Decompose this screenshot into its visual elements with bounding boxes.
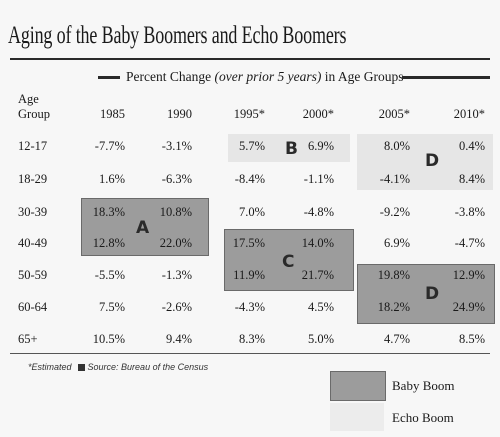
row-label: 12-17 [18,139,48,153]
table-cell: -3.1% [161,139,192,153]
chart-title: Aging of the Baby Boomers and Echo Boome… [8,22,347,49]
boom-box-a [81,198,209,256]
year-header: 1990 [167,107,192,121]
subtitle-tail: in Age Groups [321,69,404,84]
year-header: 2000* [302,107,334,121]
subtitle-italic: (over prior 5 years) [214,69,322,84]
table-cell: -9.2% [379,205,410,219]
table-cell: -4.1% [379,172,410,186]
table-cell: 7.0% [238,205,265,219]
table-cell: 5.0% [307,332,334,346]
table-cell: 6.9% [383,236,410,250]
table-cell: 19.8% [377,268,410,282]
boom-box-d [357,264,495,324]
bottom-rule [10,353,490,354]
boom-box-c [224,229,354,291]
table-cell: 6.9% [307,139,334,153]
table-cell: 10.5% [92,332,125,346]
year-header: 1985 [100,107,125,121]
legend-label-baby-boom: Baby Boom [392,378,455,393]
row-label: 40-49 [18,236,48,250]
subtitle-main: Percent Change [126,69,215,84]
row-label: 65+ [18,332,38,346]
age-header-2: Group [18,107,50,121]
table-cell: 10.8% [159,205,192,219]
table-cell: 4.5% [307,300,334,314]
footnote-estimated: *Estimated [28,362,72,372]
table-cell: -2.6% [161,300,192,314]
table-cell: -4.8% [303,205,334,219]
table-cell: 8.4% [458,172,485,186]
table-cell: -6.3% [161,172,192,186]
subtitle-row: Percent Change (over prior 5 years) in A… [10,69,490,85]
table-cell: 8.0% [383,139,410,153]
row-label: 30-39 [18,205,48,219]
square-bullet-icon [77,364,85,371]
table-cell: 12.8% [92,236,125,250]
table-cell: 8.5% [458,332,485,346]
table-cell: 17.5% [232,236,265,250]
table-cell: 18.2% [377,300,410,314]
box-label-d-echo: D [425,151,440,171]
subtitle-bar-left [98,76,120,79]
row-label: 60-64 [18,300,48,314]
legend-swatch-baby-boom [330,371,386,401]
year-header: 2005* [378,107,410,121]
year-header: 1995* [233,107,265,121]
box-label-c: C [282,252,295,272]
legend-label-echo-boom: Echo Boom [392,410,454,425]
box-label-d-boom: D [425,284,440,304]
table-cell: 5.7% [238,139,265,153]
box-label-a: A [136,218,150,238]
footnote-source: Source: Bureau of the Census [87,362,209,372]
table-cell: -4.3% [234,300,265,314]
subtitle-bar-right [402,76,490,79]
table-cell: -5.5% [94,268,125,282]
table-cell: -8.4% [234,172,265,186]
table-cell: 11.9% [233,268,265,282]
table-cell: -7.7% [94,139,125,153]
table-cell: 21.7% [301,268,334,282]
table-cell: -1.3% [161,268,192,282]
row-label: 18-29 [18,172,48,186]
table-cell: -3.8% [454,205,485,219]
echo-box-d [357,134,493,190]
subtitle: Percent Change (over prior 5 years) in A… [126,69,403,85]
table-cell: -4.7% [454,236,485,250]
box-label-b: B [285,139,298,159]
table-cell: 9.4% [165,332,192,346]
table-cell: 12.9% [452,268,485,282]
legend-swatch-echo-boom [330,403,384,431]
echo-box-b [228,134,350,162]
table-cell: 0.4% [458,139,485,153]
table-cell: 4.7% [383,332,410,346]
table-cell: 1.6% [98,172,125,186]
year-header: 2010* [453,107,485,121]
footnote: *Estimated Source: Bureau of the Census [28,362,208,372]
table-cell: 7.5% [98,300,125,314]
row-label: 50-59 [18,268,48,282]
table-cell: -1.1% [303,172,334,186]
top-rule [10,58,490,60]
table-cell: 18.3% [92,205,125,219]
table-cell: 14.0% [301,236,334,250]
age-header-1: Age [18,92,39,106]
table-cell: 22.0% [159,236,192,250]
table-cell: 24.9% [452,300,485,314]
table-cell: 8.3% [238,332,265,346]
